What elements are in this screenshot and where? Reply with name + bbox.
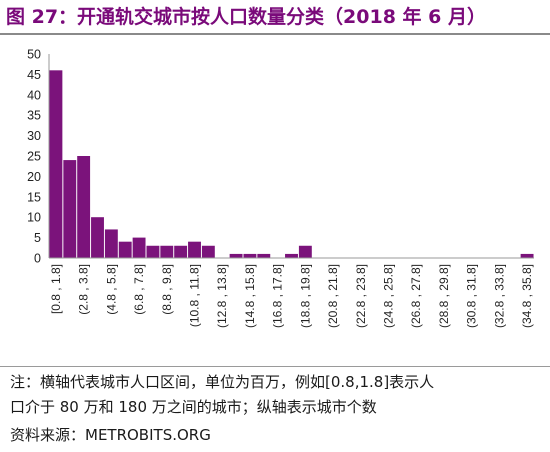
notes-divider <box>0 366 550 367</box>
x-tick-label: (28.8 , 29.8] <box>437 264 451 328</box>
x-tick-label: (8.8 , 9.8] <box>160 264 174 315</box>
bar <box>91 217 104 258</box>
x-tick-label: [0.8 , 1.8] <box>49 264 63 314</box>
x-axis: [0.8 , 1.8] (2.8 , 3.8] (4.8 , 5.8] (6.8 , … <box>49 257 534 328</box>
y-tick-label: 20 <box>27 170 41 184</box>
x-tick-label: (10.8 , 11.8] <box>188 264 202 327</box>
x-tick-label: (24.8 , 25.8] <box>382 264 396 328</box>
note-line-2: 口介于 80 万和 180 万之间的城市；纵轴表示城市个数 <box>10 398 377 416</box>
y-tick-label: 25 <box>27 150 41 164</box>
x-tick-label: (32.8 , 33.8] <box>492 264 506 328</box>
bar <box>77 156 91 258</box>
x-tick-label: (20.8 , 21.8] <box>326 264 340 328</box>
bar <box>188 241 201 258</box>
y-tick-label: 40 <box>27 88 41 102</box>
bar <box>160 245 174 258</box>
y-tick-label: 15 <box>27 190 41 204</box>
data-source: 资料来源：METROBITS.ORG <box>10 426 211 444</box>
chart-title: 图 27：开通轨交城市按人口数量分类（2018 年 6 月） <box>6 6 487 28</box>
title-divider <box>0 33 550 35</box>
x-tick-label: (6.8 , 7.8] <box>132 264 146 315</box>
bar <box>285 253 298 258</box>
y-tick-label: 35 <box>27 109 41 123</box>
bars <box>49 70 534 258</box>
bar <box>132 237 146 258</box>
bar <box>146 245 160 258</box>
bar <box>243 253 257 258</box>
chart-note: 注：横轴代表城市人口区间，单位为百万，例如[0.8,1.8]表示人 口介于 80… <box>10 370 544 420</box>
y-tick-label: 45 <box>27 68 41 82</box>
bar <box>257 253 271 258</box>
x-tick-label: (4.8 , 5.8] <box>104 264 118 315</box>
y-tick-label: 5 <box>34 231 41 245</box>
x-tick-label: (16.8 , 17.8] <box>271 264 285 328</box>
x-tick-label: (14.8 , 15.8] <box>243 264 257 328</box>
y-tick-label: 0 <box>34 252 41 266</box>
note-line-1: 注：横轴代表城市人口区间，单位为百万，例如[0.8,1.8]表示人 <box>10 373 435 391</box>
bar <box>520 253 534 258</box>
x-tick-label: (30.8 , 31.8] <box>465 264 479 328</box>
bar <box>104 229 118 258</box>
x-tick-label: (26.8 , 27.8] <box>409 264 423 328</box>
y-tick-label: 50 <box>27 48 41 62</box>
x-tick-label: (34.8 , 35.8] <box>520 264 534 328</box>
y-tick-label: 10 <box>27 211 41 225</box>
bar <box>201 245 215 258</box>
y-axis: 0 5 10 15 20 25 30 35 40 45 50 <box>27 48 50 266</box>
bar <box>174 245 188 258</box>
bar <box>118 241 132 258</box>
x-tick-label: (22.8 , 23.8] <box>354 264 368 328</box>
bar <box>63 160 77 258</box>
y-tick-label: 30 <box>27 129 41 143</box>
x-tick-label: (12.8 , 13.8] <box>215 264 229 328</box>
population-bar-chart: 0 5 10 15 20 25 30 35 40 45 50 [0.8 , 1.8] (2.8 , 3… <box>27 48 534 329</box>
bar <box>229 253 243 258</box>
x-tick-label: (18.8 , 19.8] <box>298 264 312 328</box>
bar <box>298 245 312 258</box>
x-tick-label: (2.8 , 3.8] <box>77 264 91 315</box>
bar <box>49 70 63 258</box>
